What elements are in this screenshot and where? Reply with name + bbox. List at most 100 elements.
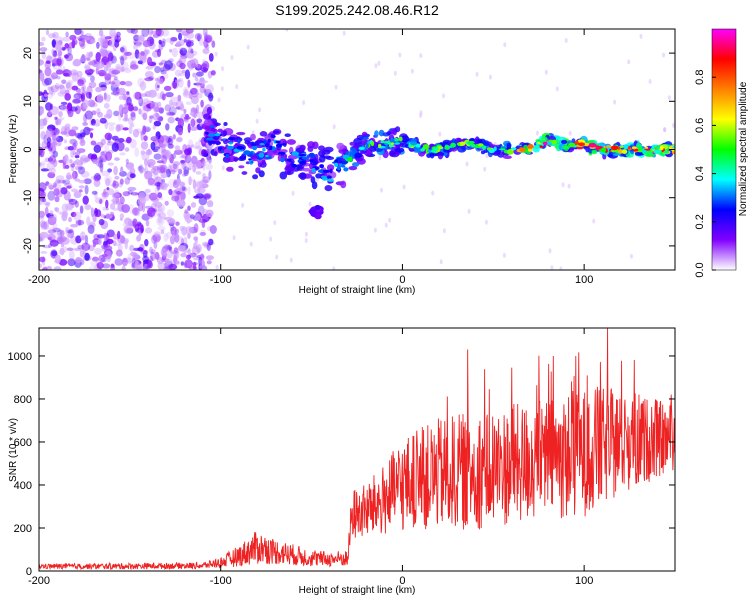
noise-blob: [117, 138, 125, 143]
noise-blob: [144, 193, 150, 202]
colorbar-tick-label: 0.0: [694, 262, 706, 277]
noise-blob: [154, 81, 160, 92]
noise-blob: [110, 32, 118, 37]
noise-blob: [162, 29, 170, 37]
noise-blob: [60, 187, 68, 195]
signal-core: [651, 145, 655, 150]
noise-blob: [84, 234, 89, 245]
noise-blob: [76, 70, 83, 78]
noise-speck: [475, 71, 479, 77]
noise-blob: [99, 37, 104, 48]
noise-blob: [130, 192, 140, 196]
noise-blob: [40, 168, 50, 172]
noise-blob: [45, 202, 50, 208]
noise-blob: [98, 237, 102, 246]
noise-speck: [503, 42, 507, 48]
noise-blob: [137, 60, 143, 65]
noise-blob: [159, 211, 166, 220]
chart-title: S199.2025.242.08.46.R12: [275, 2, 439, 18]
noise-blob: [134, 262, 142, 270]
signal-halo: [354, 152, 363, 159]
noise-blob: [138, 167, 146, 173]
noise-blob: [75, 132, 82, 138]
noise-speck: [291, 190, 295, 196]
noise-blob: [39, 210, 45, 218]
noise-blob: [205, 84, 214, 93]
noise-blob: [102, 263, 111, 269]
noise-blob: [59, 85, 66, 95]
noise-blob: [49, 155, 56, 165]
noise-blob: [185, 226, 193, 235]
signal-core: [358, 146, 365, 150]
noise-blob: [106, 255, 111, 263]
noise-blob: [81, 242, 91, 251]
signal-halo: [389, 150, 394, 157]
noise-blob: [166, 209, 175, 217]
noise-blob: [199, 232, 207, 236]
signal-core: [595, 145, 600, 151]
noise-blob: [72, 150, 76, 156]
noise-blob: [140, 55, 147, 62]
spectrogram-xtick-label: 0: [399, 274, 405, 286]
spectrogram-ytick-label: 10: [22, 95, 34, 107]
noise-speck: [442, 228, 446, 234]
noise-blob: [184, 213, 193, 223]
noise-blob: [155, 131, 161, 140]
noise-blob: [206, 36, 212, 43]
noise-speck: [439, 259, 443, 265]
noise-speck: [255, 118, 259, 124]
noise-blob: [123, 67, 132, 74]
noise-blob: [137, 98, 143, 104]
noise-blob: [82, 250, 87, 255]
noise-blob: [165, 92, 174, 98]
noise-blob: [101, 191, 109, 198]
noise-blob: [120, 56, 125, 66]
spectrogram-ylabel: Frequency (Hz): [8, 115, 19, 184]
noise-blob: [160, 172, 168, 179]
noise-blob: [78, 185, 85, 189]
noise-blob: [87, 39, 91, 44]
noise-blob: [147, 177, 155, 185]
noise-blob: [84, 110, 93, 120]
noise-blob: [167, 244, 172, 250]
signal-core: [471, 143, 476, 148]
noise-blob: [112, 179, 117, 188]
noise-blob: [73, 247, 82, 252]
noise-speck: [251, 130, 255, 135]
noise-blob: [180, 159, 185, 165]
noise-blob: [189, 214, 195, 219]
noise-blob: [100, 138, 107, 146]
noise-blob: [86, 72, 92, 77]
noise-blob: [48, 226, 57, 231]
noise-blob: [81, 90, 88, 95]
noise-blob: [77, 219, 82, 226]
noise-blob: [59, 247, 65, 256]
noise-blob: [154, 251, 160, 260]
signal-core: [641, 149, 647, 153]
noise-blob: [111, 69, 120, 75]
signal-halo: [302, 167, 311, 172]
noise-blob: [98, 160, 104, 169]
noise-blob: [53, 232, 61, 241]
signal-core: [322, 177, 328, 181]
noise-blob: [92, 122, 101, 127]
noise-blob: [197, 205, 205, 216]
signal-core: [252, 145, 258, 151]
noise-blob: [67, 258, 76, 267]
noise-speck: [220, 86, 224, 92]
noise-blob: [75, 88, 81, 93]
signal-halo: [203, 113, 212, 120]
noise-blob: [202, 48, 210, 55]
noise-blob: [44, 206, 49, 216]
noise-blob: [74, 159, 82, 166]
noise-blob: [78, 38, 85, 47]
signal-halo: [586, 140, 595, 144]
noise-blob: [190, 126, 198, 131]
noise-blob: [178, 47, 187, 51]
noise-blob: [87, 99, 96, 107]
noise-blob: [53, 182, 57, 188]
noise-blob: [128, 204, 135, 214]
signal-core: [342, 154, 350, 160]
noise-blob: [64, 93, 71, 101]
noise-blob: [160, 247, 167, 257]
